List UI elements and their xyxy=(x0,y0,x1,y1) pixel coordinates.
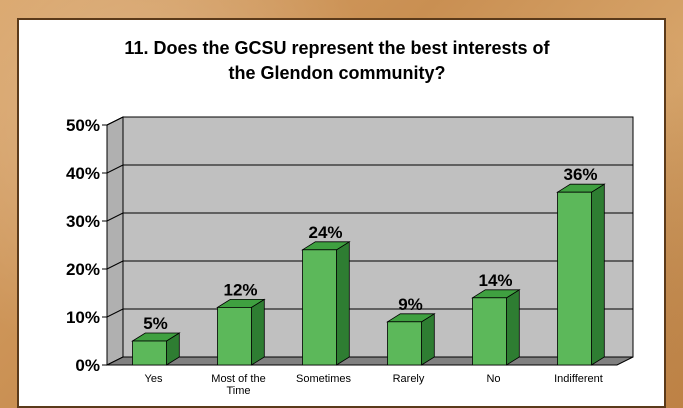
bar xyxy=(387,321,422,366)
data-label: 24% xyxy=(308,223,342,242)
x-tick-label: Indifferent xyxy=(554,373,603,385)
bar xyxy=(132,340,167,366)
y-tick-label: 10% xyxy=(66,308,100,327)
data-label: 5% xyxy=(143,314,168,333)
bar-side xyxy=(336,241,350,366)
plot-floor xyxy=(106,356,634,366)
plot-side-wall xyxy=(106,116,124,366)
x-tick-label: Yes xyxy=(145,373,163,385)
bar-side xyxy=(251,298,265,366)
bar xyxy=(557,191,592,366)
x-tick-label: No xyxy=(486,373,500,385)
gridline-side xyxy=(106,212,124,222)
y-tick-label: 0% xyxy=(75,356,100,375)
data-label: 36% xyxy=(563,165,597,184)
y-tick-label: 20% xyxy=(66,260,100,279)
x-tick-label: Most of the xyxy=(211,373,265,385)
chart-title-line-1: 11. Does the GCSU represent the best int… xyxy=(124,38,550,58)
x-tick-label: Time xyxy=(226,385,250,397)
bar xyxy=(217,306,252,366)
chart-title-line-2: the Glendon community? xyxy=(228,63,445,83)
chart-frame: 11. Does the GCSU represent the best int… xyxy=(17,18,666,408)
gridline-side xyxy=(106,164,124,174)
data-label: 14% xyxy=(478,271,512,290)
y-tick-label: 50% xyxy=(66,116,100,135)
x-tick-label: Rarely xyxy=(393,373,425,385)
bar xyxy=(302,249,337,366)
bar-side xyxy=(506,289,520,366)
bar-side xyxy=(421,313,435,366)
bar xyxy=(472,297,507,366)
bar-side xyxy=(591,183,605,366)
gridline-side xyxy=(106,308,124,318)
data-label: 9% xyxy=(398,295,423,314)
gridline-side xyxy=(106,116,124,126)
gridline-side xyxy=(106,260,124,270)
y-tick-label: 30% xyxy=(66,212,100,231)
y-tick-label: 40% xyxy=(66,164,100,183)
plot-back-wall xyxy=(122,116,634,358)
data-label: 12% xyxy=(223,280,257,299)
bar-chart: 11. Does the GCSU represent the best int… xyxy=(66,38,634,397)
x-tick-label: Sometimes xyxy=(296,373,352,385)
